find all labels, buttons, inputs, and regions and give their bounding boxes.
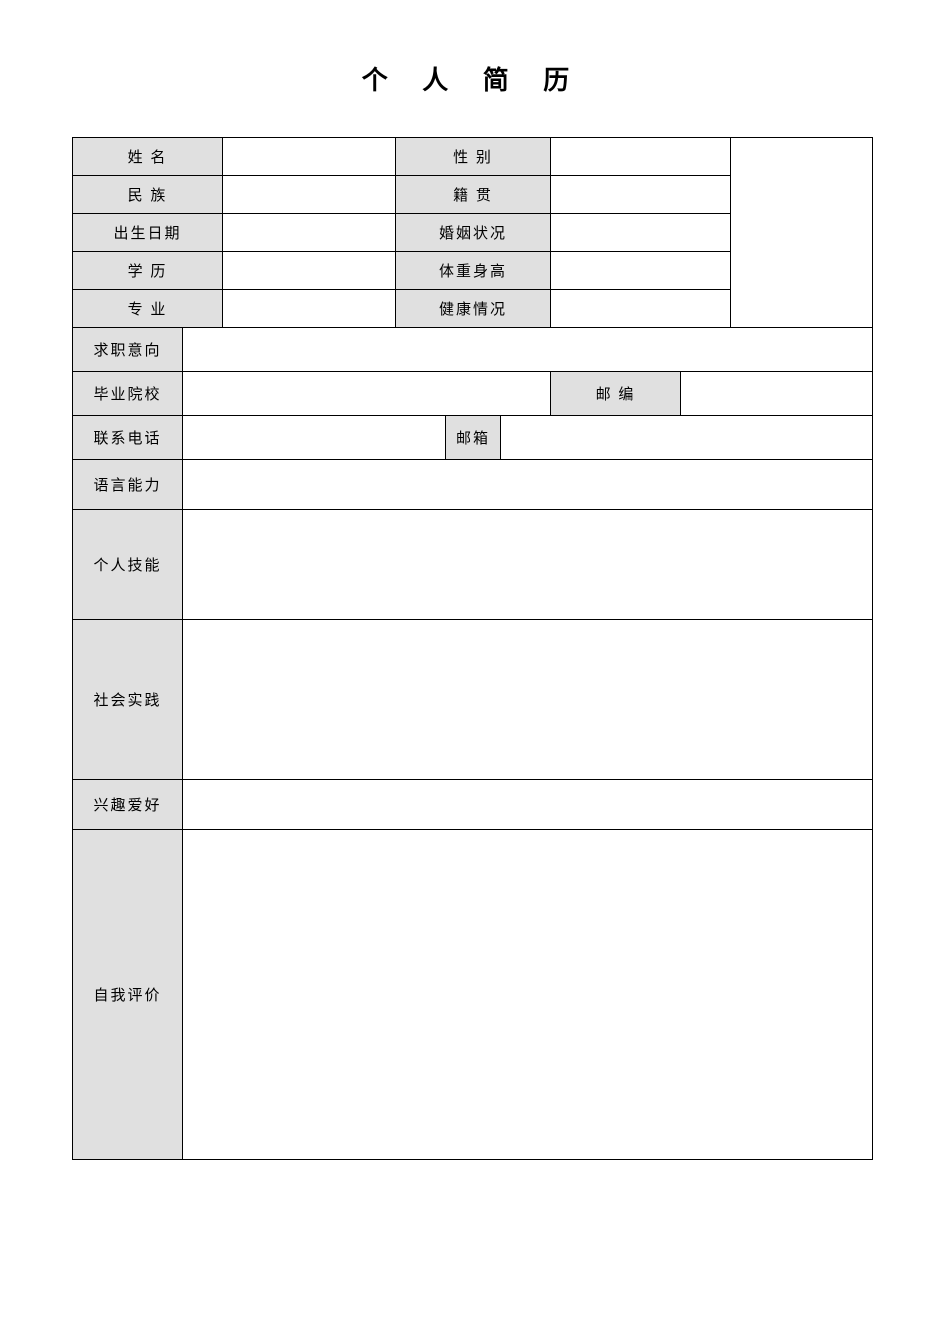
label-gender: 性 别	[395, 138, 550, 176]
value-weight-height	[550, 252, 730, 290]
value-major	[222, 290, 395, 328]
row-skills: 个人技能	[72, 510, 872, 620]
label-ethnicity: 民 族	[72, 176, 222, 214]
value-practice	[182, 620, 872, 780]
value-gender	[550, 138, 730, 176]
label-practice: 社会实践	[72, 620, 182, 780]
photo-cell	[731, 138, 873, 328]
row-self-eval: 自我评价	[72, 830, 872, 1160]
page-title: 个 人 简 历	[0, 60, 945, 97]
label-email: 邮箱	[445, 416, 500, 460]
value-ethnicity	[222, 176, 395, 214]
label-hobbies: 兴趣爱好	[72, 780, 182, 830]
value-job-intention	[182, 328, 872, 372]
row-phone: 联系电话 邮箱	[72, 416, 872, 460]
value-hobbies	[182, 780, 872, 830]
label-language: 语言能力	[72, 460, 182, 510]
label-health: 健康情况	[395, 290, 550, 328]
value-grad-school	[182, 372, 550, 416]
label-phone: 联系电话	[72, 416, 182, 460]
value-email	[500, 416, 872, 460]
row-language: 语言能力	[72, 460, 872, 510]
label-weight-height: 体重身高	[395, 252, 550, 290]
row-grad-school: 毕业院校 邮 编	[72, 372, 872, 416]
label-birth-date: 出生日期	[72, 214, 222, 252]
value-skills	[182, 510, 872, 620]
value-marital	[550, 214, 730, 252]
row-name: 姓 名 性 别	[72, 138, 872, 176]
label-marital: 婚姻状况	[395, 214, 550, 252]
label-job-intention: 求职意向	[72, 328, 182, 372]
row-practice: 社会实践	[72, 620, 872, 780]
label-education: 学 历	[72, 252, 222, 290]
label-grad-school: 毕业院校	[72, 372, 182, 416]
row-hobbies: 兴趣爱好	[72, 780, 872, 830]
label-major: 专 业	[72, 290, 222, 328]
value-phone	[182, 416, 445, 460]
label-postcode: 邮 编	[550, 372, 680, 416]
value-language	[182, 460, 872, 510]
label-native-place: 籍 贯	[395, 176, 550, 214]
value-education	[222, 252, 395, 290]
value-self-eval	[182, 830, 872, 1160]
resume-table: 姓 名 性 别 民 族 籍 贯 出生日期 婚姻状况 学 历 体重身高 专 业 健…	[72, 137, 873, 1160]
value-health	[550, 290, 730, 328]
label-skills: 个人技能	[72, 510, 182, 620]
value-postcode	[680, 372, 872, 416]
value-name	[222, 138, 395, 176]
value-native-place	[550, 176, 730, 214]
row-job-intention: 求职意向	[72, 328, 872, 372]
label-self-eval: 自我评价	[72, 830, 182, 1160]
label-name: 姓 名	[72, 138, 222, 176]
value-birth-date	[222, 214, 395, 252]
